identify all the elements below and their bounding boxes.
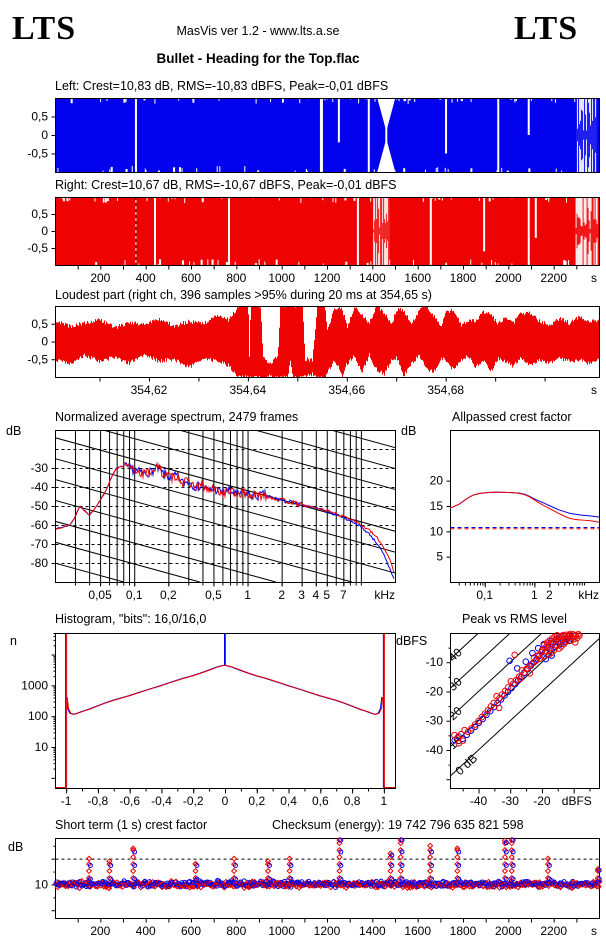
allpassed-title: Allpassed crest factor xyxy=(452,410,572,424)
histogram-title: Histogram, "bits": 16,0/16,0 xyxy=(55,612,207,626)
track-title: Bullet - Heading for the Top.flac xyxy=(156,51,360,66)
histogram-n-label: n xyxy=(10,634,17,648)
spectrum-title: Normalized average spectrum, 2479 frames xyxy=(55,410,299,424)
allpassed-db-label: dB xyxy=(401,424,417,438)
app-version-line: MasVis ver 1.2 - www.lts.a.se xyxy=(176,24,340,38)
peak-vs-rms-title: Peak vs RMS level xyxy=(462,612,567,626)
lts-logo-right: LTS xyxy=(514,10,579,47)
lts-logo-left: LTS xyxy=(12,10,77,47)
short-term-title: Short term (1 s) crest factor xyxy=(55,818,208,832)
left-waveform-title: Left: Crest=10,83 dB, RMS=-10,83 dBFS, P… xyxy=(55,79,389,93)
right-waveform-title: Right: Crest=10,67 dB, RMS=-10,67 dBFS, … xyxy=(55,178,397,192)
spectrum-db-label: dB xyxy=(6,424,22,438)
short-term-db-label: dB xyxy=(8,840,24,854)
peak-dbfs-label: dBFS xyxy=(396,634,428,648)
loudest-part-title: Loudest part (right ch, 396 samples >95%… xyxy=(55,288,432,302)
checksum-label: Checksum (energy): 19 742 796 635 821 59… xyxy=(272,818,524,832)
